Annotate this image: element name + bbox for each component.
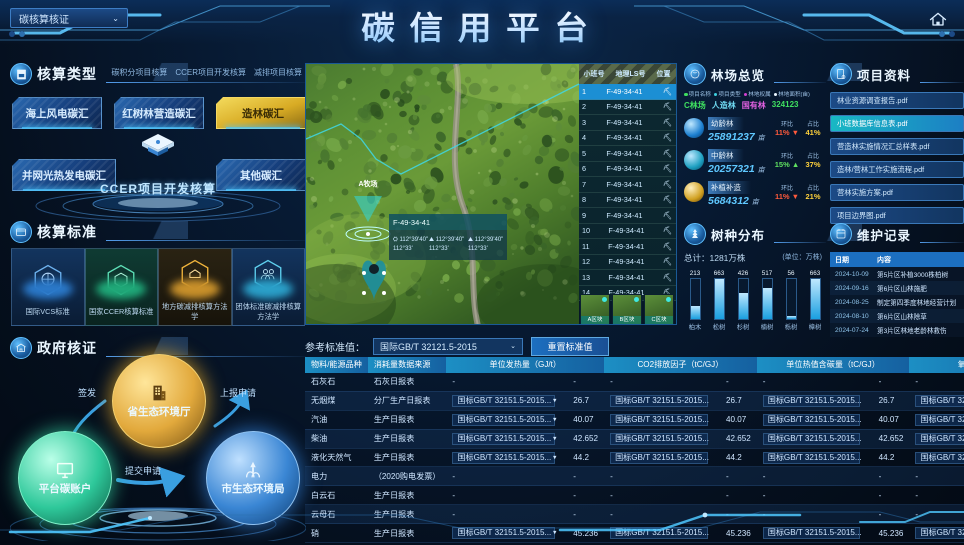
- svg-text:上报申请: 上报申请: [220, 387, 256, 398]
- svg-text:签发: 签发: [78, 387, 96, 398]
- svg-text:提交申请: 提交申请: [125, 465, 161, 476]
